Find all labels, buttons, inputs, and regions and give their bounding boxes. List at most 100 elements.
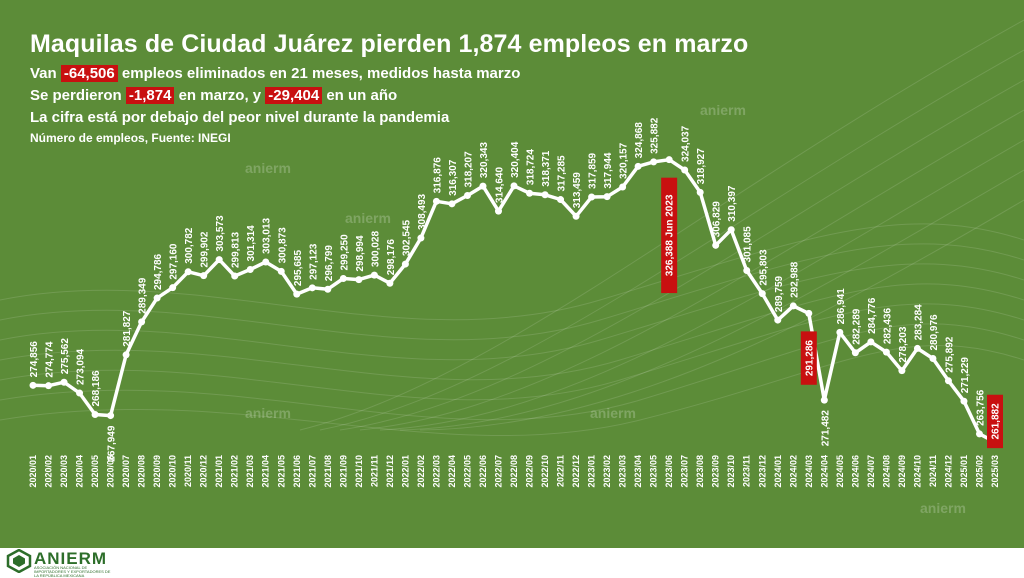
data-label: 286,941 (836, 288, 847, 325)
source-note: Número de empleos, Fuente: INEGI (30, 131, 231, 145)
data-point (789, 302, 797, 310)
data-label: 320,343 (479, 142, 490, 179)
x-tick-label: 2023/08 (695, 455, 705, 488)
data-label: 303,573 (215, 215, 226, 252)
data-label: 320,157 (619, 142, 630, 179)
data-point (448, 200, 456, 208)
data-point (851, 349, 859, 357)
x-tick-label: 2022/09 (525, 455, 535, 488)
data-label: 299,813 (231, 231, 242, 268)
data-label: 271,229 (960, 357, 971, 394)
watermark: anierm (345, 210, 391, 226)
x-tick-label: 2020/09 (152, 455, 162, 488)
data-point (634, 162, 642, 170)
data-label: 303,013 (262, 217, 273, 254)
x-tick-label: 2024/04 (819, 455, 829, 488)
data-point (246, 265, 254, 273)
x-tick-label: 2020/06 (106, 455, 116, 488)
data-point (913, 344, 921, 352)
data-label: 267,949 (107, 425, 118, 462)
x-tick-label: 2021/08 (323, 455, 333, 488)
highlight-badge (661, 177, 678, 294)
x-tick-label: 2022/03 (431, 455, 441, 488)
data-label: 301,314 (246, 225, 257, 262)
data-point (29, 381, 37, 389)
watermark: anierm (700, 102, 746, 118)
data-label: 271,482 (820, 410, 831, 447)
x-tick-label: 2021/03 (245, 455, 255, 488)
highlight-badge (987, 394, 1003, 449)
highlight-label: 326,388 Jun 2023 (665, 194, 676, 276)
x-tick-label: 2022/01 (400, 455, 410, 488)
x-tick-label: 2020/08 (137, 455, 147, 488)
x-tick-label: 2020/04 (75, 455, 85, 488)
data-label: 318,371 (541, 150, 552, 187)
data-point (386, 279, 394, 287)
data-label: 310,397 (727, 185, 738, 222)
data-point (929, 355, 937, 363)
x-tick-label: 2021/05 (276, 455, 286, 488)
data-point (262, 258, 270, 266)
annual-loss-badge: -29,404 (265, 87, 323, 104)
data-label: 280,976 (929, 314, 940, 351)
x-tick-label: 2022/10 (540, 455, 550, 488)
x-tick-label: 2022/11 (556, 455, 566, 487)
x-tick-label: 2020/03 (59, 455, 69, 488)
data-label: 275,562 (60, 338, 71, 375)
data-label: 298,176 (386, 239, 397, 276)
data-label: 308,493 (417, 193, 428, 230)
data-label: 306,829 (712, 201, 723, 238)
data-point (572, 212, 580, 220)
x-tick-label: 2023/10 (726, 455, 736, 488)
logo-wordmark: ANIERM (34, 549, 108, 568)
x-tick-label: 2023/09 (711, 455, 721, 488)
data-point (293, 290, 301, 298)
data-point (696, 188, 704, 196)
data-point (215, 256, 223, 264)
data-label: 273,094 (76, 348, 87, 385)
watermark: anierm (245, 160, 291, 176)
data-label: 298,994 (355, 235, 366, 272)
data-point (526, 189, 534, 197)
x-tick-label: 2025/01 (959, 455, 969, 488)
data-label: 318,724 (526, 149, 537, 186)
x-tick-label: 2024/11 (928, 455, 938, 487)
data-label: 314,640 (494, 167, 505, 204)
x-tick-label: 2023/05 (649, 455, 659, 488)
data-point (510, 182, 518, 190)
x-tick-label: 2022/08 (509, 455, 519, 488)
x-tick-label: 2021/01 (214, 455, 224, 488)
data-label: 325,882 (650, 117, 661, 154)
x-tick-label: 2021/04 (261, 455, 271, 488)
highlight-badge (800, 331, 817, 385)
data-label: 302,545 (401, 219, 412, 256)
data-label: 317,285 (557, 155, 568, 192)
data-label: 278,203 (898, 326, 909, 363)
data-label: 274,856 (29, 341, 40, 378)
x-tick-label: 2020/12 (199, 455, 209, 488)
x-tick-label: 2022/05 (462, 455, 472, 488)
x-tick-label: 2020/10 (168, 455, 178, 488)
series-line (32, 157, 996, 444)
watermark: anierm (920, 500, 966, 516)
total-loss-badge: -64,506 (60, 65, 118, 82)
data-label: 316,307 (448, 159, 459, 196)
x-tick-label: 2023/07 (680, 455, 690, 488)
data-point (820, 396, 828, 404)
data-label: 300,782 (184, 227, 195, 264)
data-point (975, 430, 983, 438)
data-point (603, 193, 611, 201)
x-tick-label: 2020/07 (121, 455, 131, 488)
data-label: 292,988 (789, 261, 800, 298)
data-point (324, 285, 332, 293)
data-point (882, 348, 890, 356)
subtitle-line-2: Se perdieron -1,874 en marzo, y -29,404 … (30, 87, 397, 104)
data-label: 282,436 (882, 308, 893, 345)
x-tick-label: 2021/09 (338, 455, 348, 488)
data-point (60, 378, 68, 386)
data-label: 263,756 (975, 389, 986, 426)
logo-subtitle: ASOCIACIÓN NACIONAL DE IMPORTADORES Y EX… (34, 565, 111, 578)
data-point (836, 328, 844, 336)
x-tick-label: 2020/11 (183, 455, 193, 487)
data-label: 313,459 (572, 172, 583, 209)
